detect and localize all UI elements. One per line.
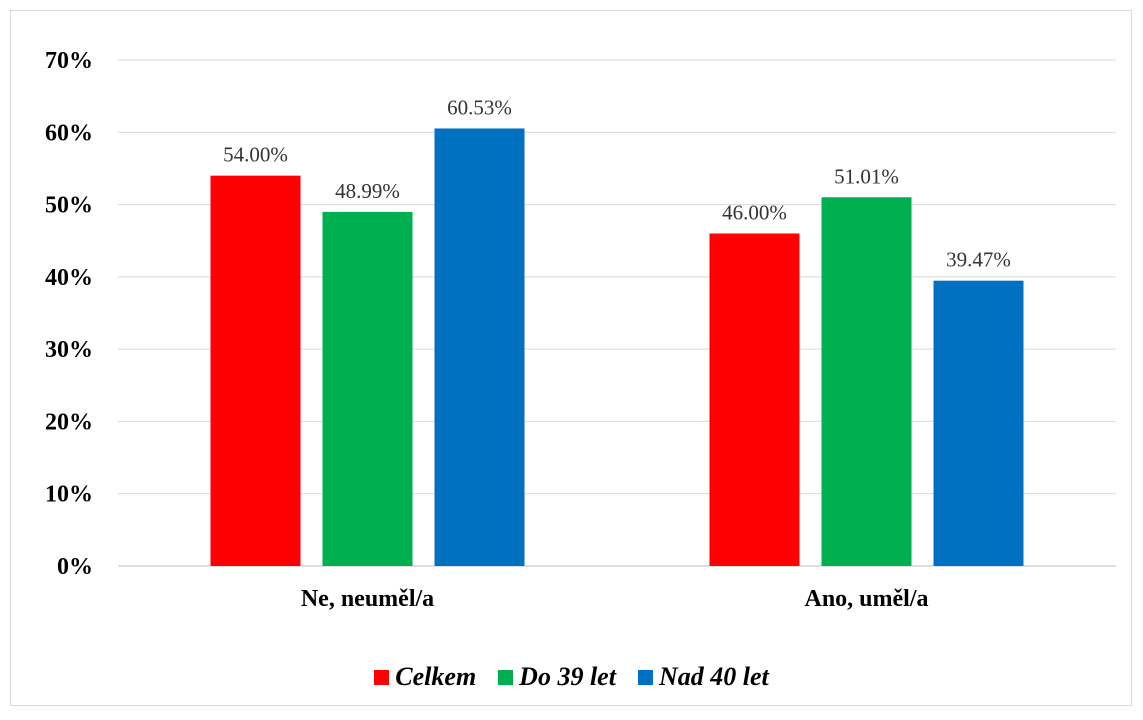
legend: Celkem Do 39 let Nad 40 let bbox=[0, 662, 1143, 692]
legend-swatch bbox=[374, 669, 390, 685]
y-tick-label: 30% bbox=[45, 337, 93, 363]
legend-item: Do 39 let bbox=[498, 662, 616, 692]
legend-swatch bbox=[637, 669, 653, 685]
data-label: 54.00% bbox=[223, 143, 288, 167]
category-label: Ne, neuměl/a bbox=[301, 586, 434, 612]
data-label: 46.00% bbox=[722, 200, 787, 224]
bar bbox=[933, 280, 1024, 566]
legend-item: Nad 40 let bbox=[637, 662, 769, 692]
y-tick-label: 40% bbox=[45, 265, 93, 291]
legend-item: Celkem bbox=[374, 662, 476, 692]
data-label: 51.01% bbox=[834, 164, 899, 188]
y-tick-label: 20% bbox=[45, 409, 93, 435]
legend-label: Celkem bbox=[395, 662, 477, 691]
y-tick-label: 0% bbox=[57, 554, 93, 580]
legend-label: Nad 40 let bbox=[658, 662, 769, 691]
bar bbox=[322, 211, 413, 566]
bar bbox=[821, 197, 912, 566]
y-tick-label: 50% bbox=[45, 193, 93, 219]
legend-swatch bbox=[498, 669, 514, 685]
data-label: 60.53% bbox=[447, 95, 512, 119]
bar bbox=[210, 175, 301, 566]
bar bbox=[709, 233, 800, 566]
legend-label: Do 39 let bbox=[519, 662, 616, 691]
bar bbox=[434, 128, 525, 566]
y-tick-label: 60% bbox=[45, 120, 93, 146]
y-tick-label: 70% bbox=[45, 48, 93, 74]
category-label: Ano, uměl/a bbox=[804, 586, 928, 612]
data-label: 39.47% bbox=[946, 248, 1011, 272]
y-tick-label: 10% bbox=[45, 482, 93, 508]
bar-chart: 0% 10% 20% 30% 40% 50% 60% 70% 54.00% 48.99% 60.53… bbox=[45, 48, 1116, 612]
data-label: 48.99% bbox=[335, 179, 400, 203]
